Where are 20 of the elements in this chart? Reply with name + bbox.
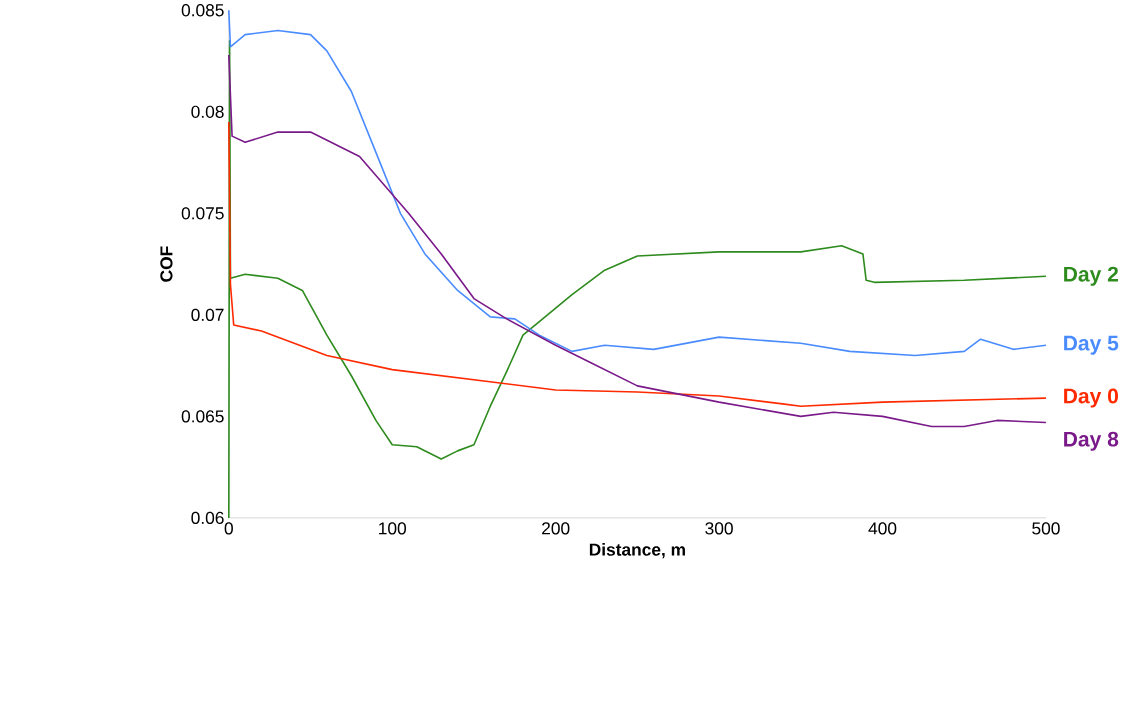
x-tick-label: 200 [542, 522, 570, 535]
series-label: Day 0 [1064, 388, 1118, 408]
series-label: Day 2 [1064, 266, 1118, 286]
line-series [227, 9, 1047, 357]
series-label: Day 8 [1064, 431, 1119, 451]
x-tick-label: 500 [1032, 522, 1060, 535]
x-tick-label: 400 [868, 522, 897, 535]
y-tick-label: 0.065 [181, 410, 224, 423]
y-tick-label: 0.08 [191, 105, 224, 119]
x-tick-label: 300 [705, 522, 733, 535]
y-tick-label: 0.06 [191, 511, 224, 525]
y-tick-label: 0.07 [191, 308, 224, 322]
x-axis-title: Distance, m [589, 543, 685, 559]
line-series [227, 54, 1047, 428]
y-axis-title: COF [160, 246, 173, 282]
series-label: Day 5 [1064, 336, 1119, 355]
x-tick-label: 0 [224, 522, 233, 535]
y-tick-label: 0.085 [181, 4, 224, 17]
x-tick-label: 100 [379, 522, 407, 535]
y-tick-label: 0.075 [181, 207, 224, 220]
